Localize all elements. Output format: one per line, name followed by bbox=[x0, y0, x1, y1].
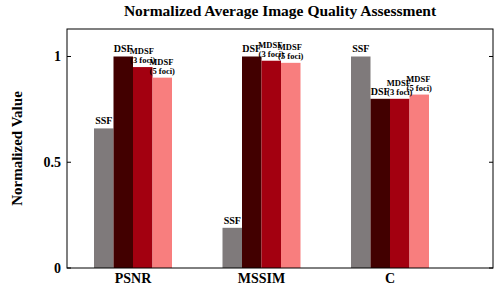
bar bbox=[262, 61, 282, 268]
bar bbox=[410, 95, 430, 268]
x-tick-label: MSSIM bbox=[238, 271, 285, 286]
x-tick-label: C bbox=[385, 271, 395, 286]
bar bbox=[371, 99, 391, 268]
y-tick bbox=[67, 56, 71, 57]
bar bbox=[133, 67, 153, 268]
y-tick bbox=[489, 162, 493, 163]
bar bbox=[94, 128, 114, 268]
bar-name-label: MDSF (5 foci) bbox=[406, 74, 432, 93]
bar bbox=[114, 56, 134, 268]
chart: Normalized Average Image Quality Assessm… bbox=[0, 0, 500, 287]
bar-name-label: MDSF (5 foci) bbox=[149, 57, 175, 76]
y-tick bbox=[489, 56, 493, 57]
bar-name-label: SSF bbox=[95, 115, 112, 126]
bar-name-label: SSF bbox=[224, 215, 241, 226]
bar-name-labels: SSFDSFMDSF (3 foci)MDSF (5 foci)SSFDSFMD… bbox=[95, 40, 432, 226]
bar bbox=[281, 63, 301, 268]
bar-name-label: SSF bbox=[352, 43, 369, 54]
bar bbox=[153, 78, 173, 268]
bar bbox=[351, 56, 371, 268]
y-tick-label: 0.5 bbox=[44, 155, 62, 170]
y-tick-label: 0 bbox=[54, 261, 61, 276]
x-tick-label: PSNR bbox=[115, 271, 152, 286]
y-tick-label: 1 bbox=[54, 49, 61, 64]
bar bbox=[223, 228, 243, 268]
bar-name-label: MDSF (5 foci) bbox=[278, 42, 304, 61]
plot-frame bbox=[67, 29, 493, 268]
title: Normalized Average Image Quality Assessm… bbox=[124, 2, 437, 19]
bars bbox=[94, 56, 429, 268]
y-axis-label: Normalized Value bbox=[9, 91, 25, 206]
y-tick bbox=[67, 162, 71, 163]
bar bbox=[242, 56, 262, 268]
bar bbox=[390, 99, 410, 268]
